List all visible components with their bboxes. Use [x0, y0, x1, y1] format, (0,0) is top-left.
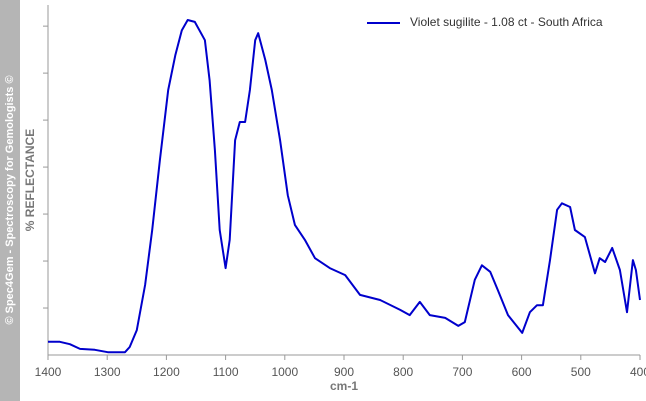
spectrum-line [48, 19, 641, 354]
legend-label: Violet sugilite - 1.08 ct - South Africa [410, 15, 603, 29]
y-axis-label: % REFLECTANCE [23, 129, 37, 231]
x-tick-label: 1300 [94, 365, 121, 379]
x-tick-label: 1100 [213, 365, 239, 379]
x-tick-label: 1400 [35, 365, 62, 379]
x-tick-label: 900 [334, 365, 354, 379]
x-tick-label: 1000 [271, 365, 298, 379]
x-tick-label: 400 [630, 365, 646, 379]
x-tick-label: 700 [452, 365, 472, 379]
x-tick-label: 500 [571, 365, 591, 379]
x-tick-label: 600 [512, 365, 532, 379]
side-strip [0, 0, 20, 401]
x-tick-label: 800 [393, 365, 413, 379]
x-tick-label: 1200 [153, 365, 180, 379]
side-note: © Spec4Gem - Spectroscopy for Gemologist… [4, 75, 16, 324]
x-axis-label: cm-1 [330, 379, 358, 393]
